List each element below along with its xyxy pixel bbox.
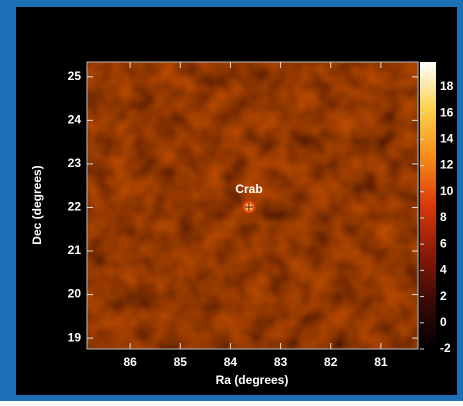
y-tick-label: 19 xyxy=(68,330,82,344)
colorbar xyxy=(420,62,436,349)
colorbar-tick-label: -2 xyxy=(440,341,451,355)
y-tick-label: 25 xyxy=(68,69,82,83)
colorbar-tick-label: 2 xyxy=(440,289,447,303)
colorbar-tick-label: 16 xyxy=(440,105,454,119)
y-tick-label: 24 xyxy=(68,113,82,127)
colorbar-tick-label: 14 xyxy=(440,131,454,145)
colorbar-tick-label: 8 xyxy=(440,210,447,224)
x-tick-label: 84 xyxy=(224,355,238,369)
x-tick-label: 81 xyxy=(374,355,388,369)
y-tick-label: 20 xyxy=(68,287,82,301)
sources xyxy=(240,199,257,216)
x-tick-label: 85 xyxy=(174,355,188,369)
colorbar-tick-label: 0 xyxy=(440,315,447,329)
colorbar-tick-label: 4 xyxy=(440,263,447,277)
colorbar-tick-label: 10 xyxy=(440,184,454,198)
x-tick-label: 83 xyxy=(274,355,288,369)
x-tick-label: 86 xyxy=(123,355,137,369)
colorbar-tick-label: 12 xyxy=(440,158,454,172)
colorbar-tick-label: 18 xyxy=(440,79,454,93)
source-label: Crab xyxy=(235,182,262,196)
y-tick-label: 21 xyxy=(68,243,82,257)
x-axis-label: Ra (degrees) xyxy=(216,373,289,387)
plot-border xyxy=(86,61,419,350)
y-tick-label: 23 xyxy=(68,156,82,170)
y-tick-label: 22 xyxy=(68,200,82,214)
x-tick-label: 82 xyxy=(324,355,338,369)
y-axis-label: Dec (degrees) xyxy=(30,165,44,244)
colorbar-tick-label: 6 xyxy=(440,236,447,250)
source-marker xyxy=(244,203,253,212)
